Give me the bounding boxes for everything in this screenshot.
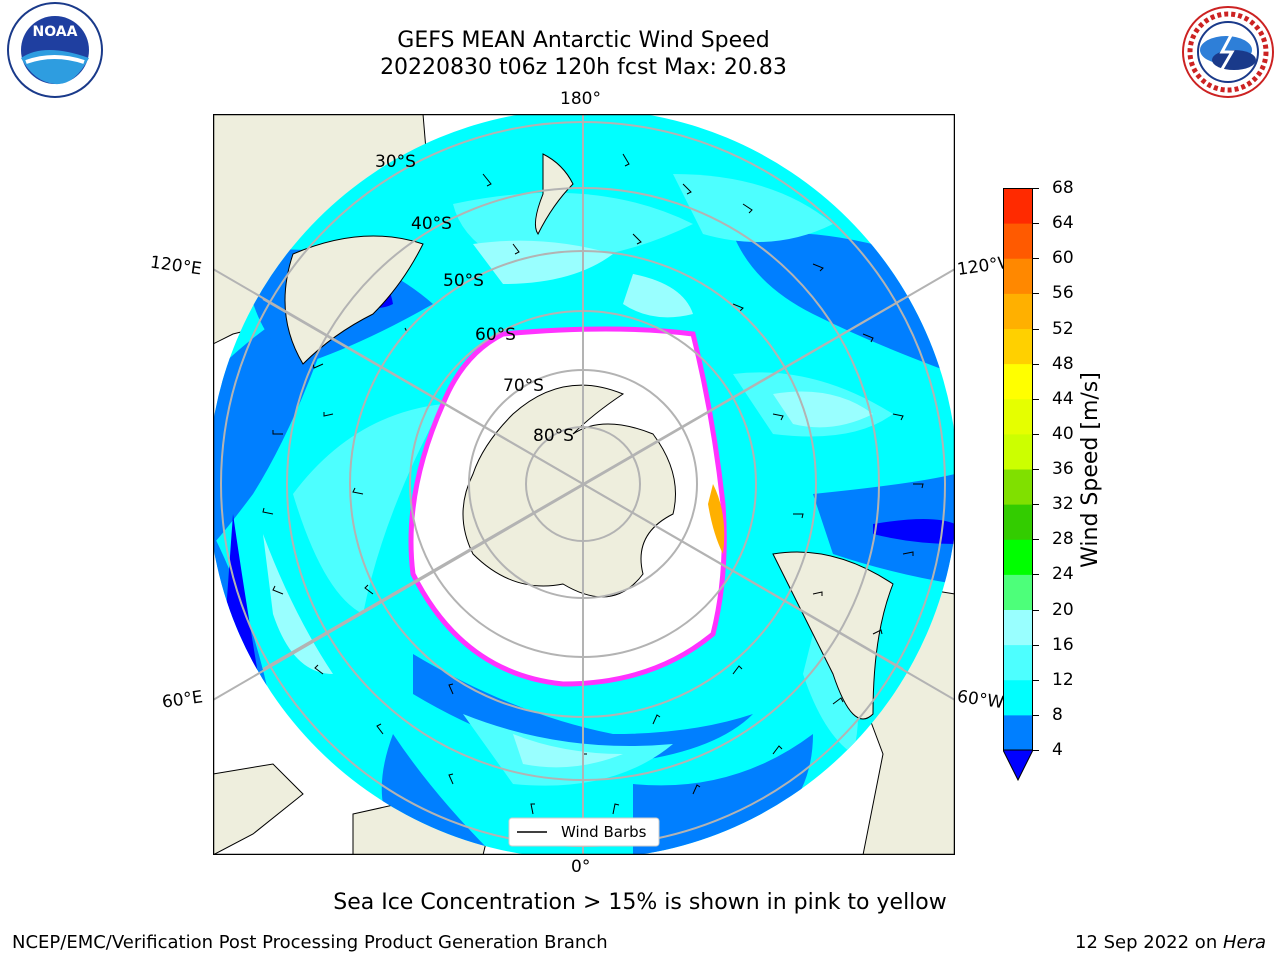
- colorbar-label: Wind Speed [m/s]: [1078, 372, 1103, 568]
- colorbar-bin: [1003, 609, 1033, 646]
- colorbar-tick-mark: [1033, 609, 1039, 611]
- colorbar-tick-label: 8: [1052, 704, 1063, 725]
- lon-label-180: 180°: [560, 89, 601, 109]
- map-subtitle: 20220830 t06z 120h fcst Max: 20.83: [380, 55, 787, 80]
- colorbar-bin: [1003, 644, 1033, 681]
- colorbar-bin: [1003, 679, 1033, 716]
- colorbar-bin: [1003, 398, 1033, 435]
- colorbar-tick-label: 24: [1052, 564, 1074, 585]
- lat-label-30s: 30°S: [375, 152, 416, 172]
- colorbar-tick-label: 68: [1052, 178, 1074, 198]
- colorbar-tick-mark: [1033, 469, 1039, 470]
- map-title: GEFS MEAN Antarctic Wind Speed: [397, 28, 770, 53]
- colorbar-tick-label: 16: [1052, 634, 1074, 655]
- colorbar-tick-label: 12: [1052, 669, 1074, 690]
- sea-ice-caption: Sea Ice Concentration > 15% is shown in …: [333, 890, 947, 915]
- colorbar-outline: [1003, 188, 1033, 751]
- lon-label-60e: 60°E: [160, 687, 205, 713]
- colorbar-tick-mark: [1033, 750, 1039, 751]
- graticule: [213, 114, 955, 855]
- colorbar-tick-mark: [1033, 398, 1039, 400]
- colorbar-bin: [1003, 433, 1033, 470]
- footer-credit: NCEP/EMC/Verification Post Processing Pr…: [12, 932, 608, 953]
- colorbar: [1002, 188, 1034, 782]
- footer-date: 12 Sep 2022 on Hera: [1075, 932, 1266, 953]
- colorbar-tick-mark: [1033, 223, 1039, 225]
- colorbar-tick-mark: [1033, 293, 1039, 295]
- colorbar-tick-mark: [1033, 188, 1039, 189]
- colorbar-bin: [1003, 574, 1033, 610]
- colorbar-tick-mark: [1033, 433, 1039, 435]
- colorbar-bin: [1003, 223, 1033, 259]
- lat-label-50s: 50°S: [443, 271, 484, 291]
- colorbar-tick-mark: [1033, 574, 1039, 576]
- colorbar-tick-label: 44: [1052, 388, 1074, 409]
- colorbar-tick-label: 32: [1052, 494, 1074, 515]
- colorbar-bin: [1003, 293, 1033, 329]
- colorbar-tick-label: 36: [1052, 459, 1074, 479]
- lat-label-40s: 40°S: [411, 214, 452, 234]
- colorbar-bin: [1003, 539, 1033, 575]
- footer-host: Hera: [1222, 932, 1266, 953]
- colorbar-tick-label: 48: [1052, 353, 1074, 374]
- colorbar-tick-label: 64: [1052, 213, 1074, 234]
- colorbar-tick-mark: [1033, 328, 1039, 330]
- colorbar-tick-label: 28: [1052, 529, 1074, 550]
- lat-label-80s: 80°S: [533, 426, 574, 446]
- svg-text:NOAA: NOAA: [33, 24, 78, 40]
- colorbar-bin: [1003, 328, 1033, 365]
- colorbar-extend: [1002, 749, 1034, 782]
- colorbar-bin: [1003, 469, 1033, 505]
- colorbar-tick-mark: [1033, 363, 1039, 365]
- colorbar-tick-label: 4: [1052, 740, 1063, 760]
- colorbar-bin: [1003, 363, 1033, 400]
- colorbar-tick-mark: [1033, 504, 1039, 506]
- lat-label-70s: 70°S: [503, 376, 544, 396]
- legend-box: Wind Barbs: [508, 817, 660, 847]
- map-frame: 30°S 40°S 50°S 60°S 70°S 80°S Wind Barbs: [213, 114, 955, 855]
- colorbar-tick-mark: [1033, 539, 1039, 541]
- colorbar-bin: [1003, 504, 1033, 540]
- colorbar-tick-mark: [1033, 258, 1039, 260]
- colorbar-bin: [1003, 258, 1033, 294]
- footer-date-text: 12 Sep 2022 on: [1075, 932, 1223, 953]
- lat-label-60s: 60°S: [475, 325, 516, 345]
- colorbar-bin: [1003, 714, 1033, 751]
- colorbar-tick-label: 40: [1052, 423, 1074, 444]
- lon-label-60w: 60°W: [955, 686, 1006, 714]
- colorbar-tick-label: 52: [1052, 318, 1074, 339]
- lon-label-0: 0°: [571, 857, 591, 877]
- colorbar-tick-label: 20: [1052, 599, 1074, 620]
- nws-logo: [1178, 4, 1278, 100]
- colorbar-tick-label: 60: [1052, 248, 1074, 269]
- colorbar-tick-mark: [1033, 714, 1039, 716]
- noaa-logo: NOAA: [4, 2, 106, 102]
- legend-label: Wind Barbs: [561, 823, 647, 841]
- colorbar-bin: [1003, 188, 1033, 224]
- colorbar-tick-mark: [1033, 679, 1039, 681]
- colorbar-tick-label: 56: [1052, 283, 1074, 304]
- map-canvas: 30°S 40°S 50°S 60°S 70°S 80°S Wind Barbs: [213, 114, 955, 855]
- lon-label-120e: 120°E: [148, 252, 203, 280]
- colorbar-tick-mark: [1033, 644, 1039, 646]
